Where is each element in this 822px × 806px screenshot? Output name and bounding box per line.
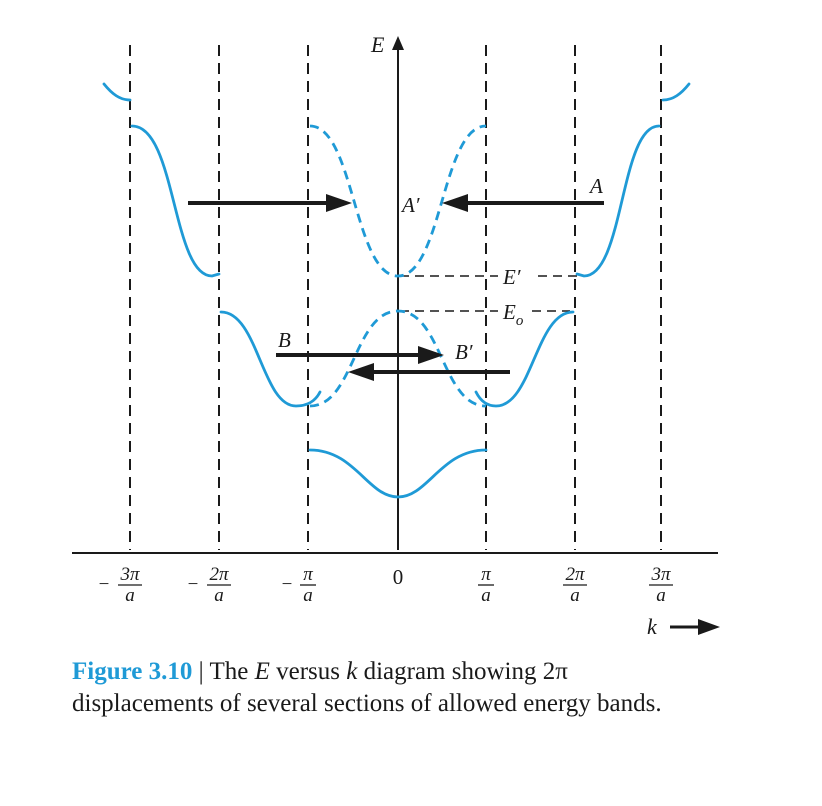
tick-minus-3pi-denominator: a bbox=[125, 585, 135, 606]
label-b-prime: B′ bbox=[455, 340, 473, 364]
label-e-o-subscript: o bbox=[516, 313, 524, 329]
k-direction-arrowhead bbox=[698, 619, 720, 635]
energy-reference-lines bbox=[400, 276, 587, 311]
tick-minus-pi-numerator: π bbox=[303, 564, 313, 585]
tick-origin: 0 bbox=[393, 565, 404, 589]
zone-boundary-lines bbox=[130, 45, 661, 550]
tick-minus-2pi-sign: − bbox=[188, 574, 199, 595]
tick-minus-pi-denominator: a bbox=[303, 585, 313, 606]
tick-plus-2pi-numerator: 2π bbox=[565, 564, 585, 585]
k-axis-tick-labels: − 3π a − 2π a − π a 0 π a 2π a 3π a bbox=[99, 564, 673, 606]
arrow-a-to-a-prime-head bbox=[442, 194, 468, 212]
energy-axis-label: E bbox=[370, 32, 385, 57]
energy-bands-solid bbox=[104, 84, 689, 497]
arrow-b-to-b-prime-head bbox=[418, 346, 444, 364]
tick-plus-pi-numerator: π bbox=[481, 564, 491, 585]
label-e-o-main: E bbox=[502, 300, 516, 324]
k-axis-label: k bbox=[647, 614, 658, 639]
tick-minus-2pi-denominator: a bbox=[214, 585, 224, 606]
tick-minus-2pi-numerator: 2π bbox=[209, 564, 229, 585]
caption-symbol-k: k bbox=[346, 658, 357, 685]
tick-minus-pi-sign: − bbox=[282, 574, 293, 595]
label-e-o: Eo bbox=[502, 300, 524, 329]
tick-plus-pi-denominator: a bbox=[481, 585, 491, 606]
caption-symbol-e: E bbox=[255, 658, 270, 685]
arrow-left-to-center-head bbox=[326, 194, 352, 212]
second-band-left bbox=[221, 312, 320, 406]
label-a-prime: A′ bbox=[400, 193, 420, 217]
fourth-band-left-cap bbox=[104, 84, 130, 100]
tick-plus-2pi-denominator: a bbox=[570, 585, 580, 606]
caption-text-1: The bbox=[209, 658, 254, 685]
figure-caption: Figure 3.10 | The E versus k diagram sho… bbox=[72, 656, 672, 720]
figure-label: Figure 3.10 bbox=[72, 658, 192, 685]
tick-minus-3pi-sign: − bbox=[99, 574, 110, 595]
label-e-prime: E′ bbox=[502, 265, 521, 289]
fourth-band-right-cap bbox=[663, 84, 689, 100]
tick-minus-3pi-numerator: 3π bbox=[119, 564, 140, 585]
label-b: B bbox=[278, 328, 291, 352]
caption-text-2: versus bbox=[270, 658, 346, 685]
tick-plus-3pi-denominator: a bbox=[656, 585, 666, 606]
energy-axis-arrowhead bbox=[392, 36, 404, 50]
label-a: A bbox=[588, 174, 603, 198]
tick-plus-3pi-numerator: 3π bbox=[650, 564, 671, 585]
caption-separator: | bbox=[192, 658, 209, 685]
e-versus-k-diagram: E A A′ B B′ E′ Eo bbox=[0, 0, 822, 650]
second-band-right bbox=[476, 312, 573, 406]
displacement-arrows bbox=[188, 194, 604, 381]
